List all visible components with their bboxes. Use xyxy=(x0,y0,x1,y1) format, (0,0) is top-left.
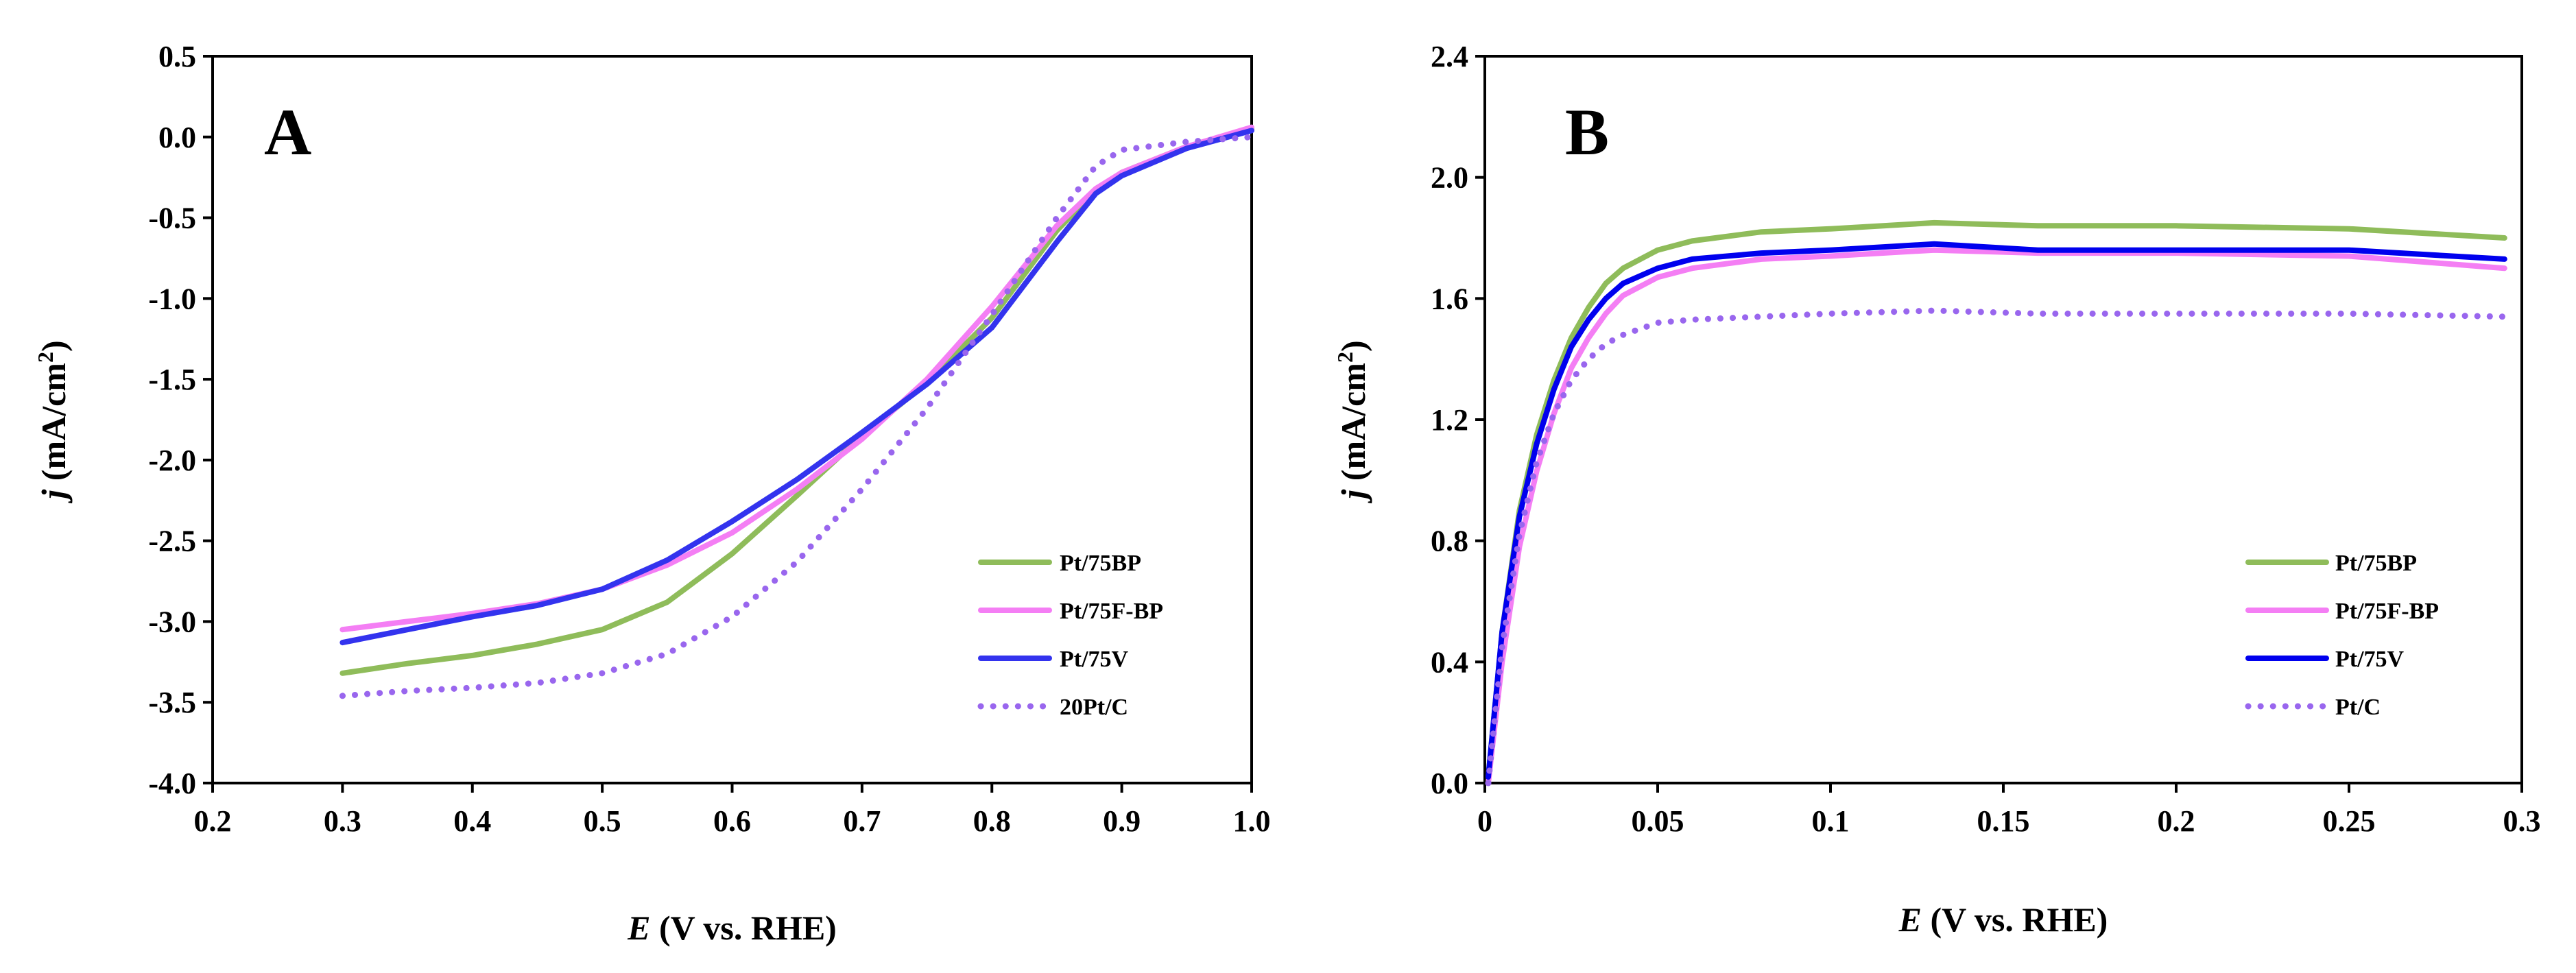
legend-label-20pt-c: 20Pt/C xyxy=(1060,695,1128,720)
y-tick-label: 1.2 xyxy=(1431,403,1468,437)
x-tick-label: 0.3 xyxy=(2503,804,2541,838)
y-axis-title-close: ) xyxy=(34,340,73,352)
x-axis-title-unit: (V vs. RHE) xyxy=(1922,900,2108,939)
series-line-20pt-c xyxy=(339,134,1255,699)
legend-label-pt-75bp: Pt/75BP xyxy=(2335,551,2417,576)
panel-a: 0.5 0.0 -0.5 -1.0 -1.5 -2.0 -2.5 -3.0 -3.5 -4.0 0.… xyxy=(33,40,1271,947)
y-tick-label: -1.0 xyxy=(148,282,196,315)
x-tick-label: 0.9 xyxy=(1103,804,1141,838)
series-line-pt-c xyxy=(1485,307,2508,786)
x-tick-label: 0.05 xyxy=(1632,804,1684,838)
y-tick-label: 0.0 xyxy=(1431,767,1468,800)
y-tick-label: 2.4 xyxy=(1431,40,1468,73)
x-axis-title: E (V vs. RHE) xyxy=(1898,900,2108,939)
y-axis-title: j (mA/cm2) xyxy=(1333,340,1372,503)
legend-label-pt-75f-bp: Pt/75F-BP xyxy=(2335,599,2439,624)
panel-b: 2.4 2.0 1.6 1.2 0.8 0.4 0.0 0 0.05 0.1 0.15 0.2 0.25… xyxy=(1333,40,2541,939)
y-tick-label: -2.5 xyxy=(148,525,196,558)
y-tick-label: -3.5 xyxy=(148,686,196,719)
x-tick-label: 0.25 xyxy=(2323,804,2376,838)
x-tick-label: 0.15 xyxy=(1977,804,2030,838)
x-tick-label: 0.2 xyxy=(2158,804,2195,838)
series-line-pt-75v xyxy=(339,128,1254,646)
legend-label-pt-75v: Pt/75V xyxy=(1060,647,1129,672)
legend-label-pt-75v: Pt/75V xyxy=(2335,647,2405,672)
x-axis-title-var: E xyxy=(1898,900,1922,939)
series-line-pt-75bp xyxy=(1486,219,2507,780)
panel-label: A xyxy=(264,95,311,169)
series-line-pt-75f-bp xyxy=(1486,247,2507,786)
y-tick-label: -2.0 xyxy=(148,444,196,477)
y-axis-title-sup: 2 xyxy=(33,352,58,363)
y-tick-label: -3.0 xyxy=(148,605,196,638)
x-axis-title: E (V vs. RHE) xyxy=(627,909,837,947)
legend-label-pt-c: Pt/C xyxy=(2335,695,2381,720)
y-tick-label: 0.0 xyxy=(158,121,196,154)
y-axis-title-close: ) xyxy=(1334,340,1372,352)
y-axis-title-var: j xyxy=(34,489,73,504)
legend-label-pt-75f-bp: Pt/75F-BP xyxy=(1060,599,1163,624)
x-tick-label: 0.2 xyxy=(194,804,232,838)
x-axis-title-var: E xyxy=(627,909,650,947)
plot-frame xyxy=(1483,55,2523,784)
x-tick-label: 0.6 xyxy=(713,804,751,838)
panel-label: B xyxy=(1565,95,1609,169)
y-axis-title-sup: 2 xyxy=(1333,352,1357,363)
x-tick-label: 0.4 xyxy=(453,804,491,838)
x-tick-label: 0.8 xyxy=(973,804,1011,838)
y-tick-label: 0.5 xyxy=(158,40,196,73)
series-line-pt-75v xyxy=(1486,241,2507,780)
y-axis-title-var: j xyxy=(1334,489,1372,504)
x-tick-label: 0.1 xyxy=(1812,804,1850,838)
y-tick-label: 1.6 xyxy=(1431,282,1468,315)
y-tick-label: 0.8 xyxy=(1431,525,1468,558)
y-axis-title-unit: (mA/cm xyxy=(1334,363,1372,490)
y-tick-label: 2.0 xyxy=(1431,161,1468,195)
y-axis-title: j (mA/cm2) xyxy=(33,340,73,503)
x-tick-label: 1.0 xyxy=(1233,804,1271,838)
legend-label-pt-75bp: Pt/75BP xyxy=(1060,551,1141,576)
y-tick-label: 0.4 xyxy=(1431,645,1468,679)
y-axis-title-unit: (mA/cm xyxy=(34,363,73,490)
series-line-pt-75bp xyxy=(339,126,1254,676)
x-axis-title-unit: (V vs. RHE) xyxy=(651,909,837,947)
x-tick-label: 0.7 xyxy=(843,804,881,838)
y-tick-label: -1.5 xyxy=(148,363,196,396)
y-tick-label: -4.0 xyxy=(148,767,196,800)
y-tick-label: -0.5 xyxy=(148,202,196,235)
x-tick-label: 0.5 xyxy=(584,804,621,838)
plot-frame xyxy=(211,55,1253,784)
x-tick-label: 0.3 xyxy=(324,804,361,838)
x-tick-label: 0 xyxy=(1477,804,1492,838)
